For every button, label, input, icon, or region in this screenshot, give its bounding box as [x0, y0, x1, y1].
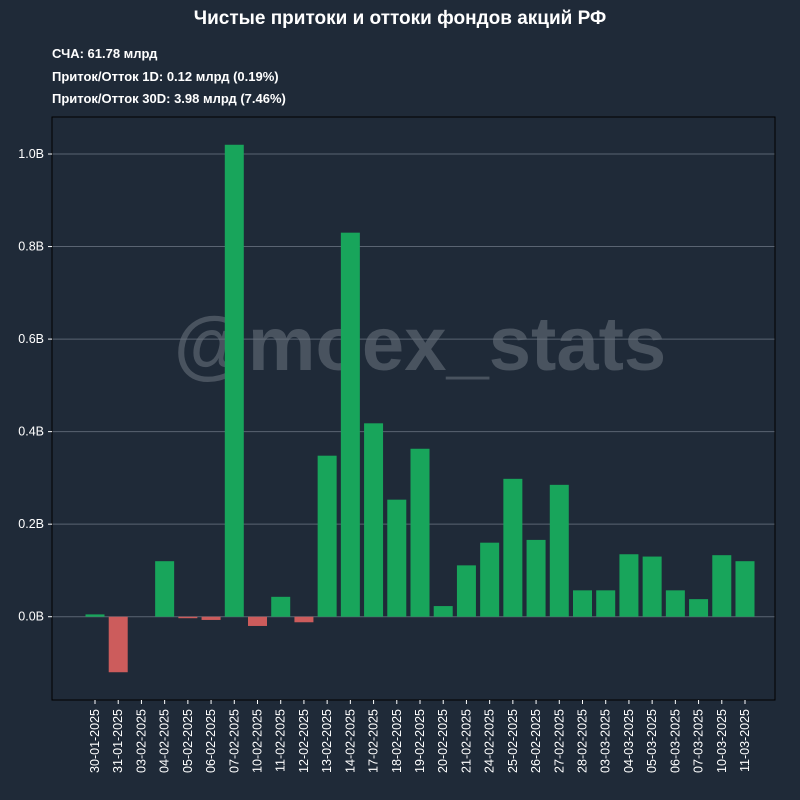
bar-21-02-2025: [456, 565, 476, 617]
bar-19-02-2025: [410, 448, 430, 617]
bar-11-02-2025: [271, 596, 291, 617]
bar-20-02-2025: [433, 606, 453, 617]
x-tick-label: 07-02-2025: [227, 709, 241, 773]
bar-04-02-2025: [155, 561, 175, 617]
bar-10-02-2025: [248, 616, 267, 626]
x-tick-label: 10-02-2025: [251, 709, 265, 773]
x-tick-label: 07-03-2025: [692, 709, 706, 773]
bar-05-03-2025: [642, 556, 662, 617]
plot-frame: [51, 116, 776, 701]
bar-30-01-2025: [85, 614, 105, 617]
stat-flow-30d: Приток/Отток 30D: 3.98 млрд (7.46%): [52, 91, 286, 106]
x-tick-label: 05-03-2025: [645, 709, 659, 773]
y-tick-label: 0.8B: [18, 240, 44, 254]
x-tick-label: 06-03-2025: [668, 709, 682, 773]
x-tick-label: 19-02-2025: [413, 709, 427, 773]
x-tick-label: 04-02-2025: [158, 709, 172, 773]
bar-06-02-2025: [201, 616, 221, 620]
chart-title: Чистые притоки и оттоки фондов акций РФ: [193, 8, 607, 29]
x-tick-label: 17-02-2025: [367, 709, 381, 773]
bar-27-02-2025: [549, 484, 569, 617]
bars: [85, 144, 755, 673]
x-tick-label: 11-02-2025: [274, 709, 288, 772]
bar-18-02-2025: [387, 499, 407, 617]
y-tick-label: 0.6B: [18, 332, 44, 346]
bar-06-03-2025: [665, 590, 685, 617]
bar-28-02-2025: [573, 590, 592, 617]
bar-13-02-2025: [317, 455, 337, 617]
x-tick-label: 03-02-2025: [134, 709, 148, 773]
bar-07-03-2025: [689, 599, 709, 617]
bar-24-02-2025: [480, 542, 500, 617]
x-tick-label: 30-01-2025: [88, 709, 102, 773]
bar-07-02-2025: [224, 144, 244, 617]
x-tick-label: 05-02-2025: [181, 709, 195, 773]
x-axis: 30-01-2025 31-01-2025 03-02-2025 04-02-2025…: [88, 700, 752, 773]
bar-14-02-2025: [340, 232, 360, 617]
x-tick-label: 18-02-2025: [390, 709, 404, 773]
bar-25-02-2025: [503, 478, 523, 617]
x-tick-label: 11-03-2025: [738, 709, 752, 772]
bar-26-02-2025: [526, 539, 546, 617]
x-tick-label: 12-02-2025: [297, 709, 311, 773]
stat-nav: СЧА: 61.78 млрд: [52, 46, 158, 61]
y-tick-label: 0.4B: [18, 425, 44, 439]
x-tick-label: 28-02-2025: [576, 709, 590, 773]
x-tick-label: 06-02-2025: [204, 709, 218, 773]
stats-block: СЧА: 61.78 млрд Приток/Отток 1D: 0.12 мл…: [52, 43, 286, 111]
y-tick-label: 1.0B: [18, 147, 44, 161]
x-tick-label: 03-03-2025: [599, 709, 613, 773]
x-tick-label: 27-02-2025: [552, 709, 566, 773]
bar-03-03-2025: [596, 590, 616, 617]
x-tick-label: 10-03-2025: [715, 709, 729, 773]
bar-10-03-2025: [712, 555, 732, 617]
stat-flow-1d: Приток/Отток 1D: 0.12 млрд (0.19%): [52, 68, 279, 84]
x-tick-label: 04-03-2025: [622, 709, 636, 773]
x-tick-label: 21-02-2025: [459, 709, 473, 773]
x-tick-label: 20-02-2025: [436, 709, 450, 773]
bar-04-03-2025: [619, 554, 639, 617]
bar-11-03-2025: [735, 561, 755, 617]
x-tick-label: 14-02-2025: [343, 709, 357, 773]
y-axis: 0.0B 0.2B 0.4B 0.6B 0.8B 1.0B: [18, 147, 52, 624]
x-tick-label: 26-02-2025: [529, 709, 543, 773]
bar-05-02-2025: [178, 616, 198, 619]
x-tick-label: 25-02-2025: [506, 709, 520, 773]
bar-12-02-2025: [294, 616, 314, 623]
y-tick-label: 0.0B: [18, 610, 44, 624]
watermark: @moex_stats: [174, 302, 666, 387]
x-tick-label: 24-02-2025: [483, 709, 497, 773]
y-tick-label: 0.2B: [18, 517, 44, 531]
bar-17-02-2025: [364, 423, 384, 617]
x-tick-label: 31-01-2025: [111, 709, 125, 773]
x-tick-label: 13-02-2025: [320, 709, 334, 773]
bar-31-01-2025: [108, 616, 128, 673]
